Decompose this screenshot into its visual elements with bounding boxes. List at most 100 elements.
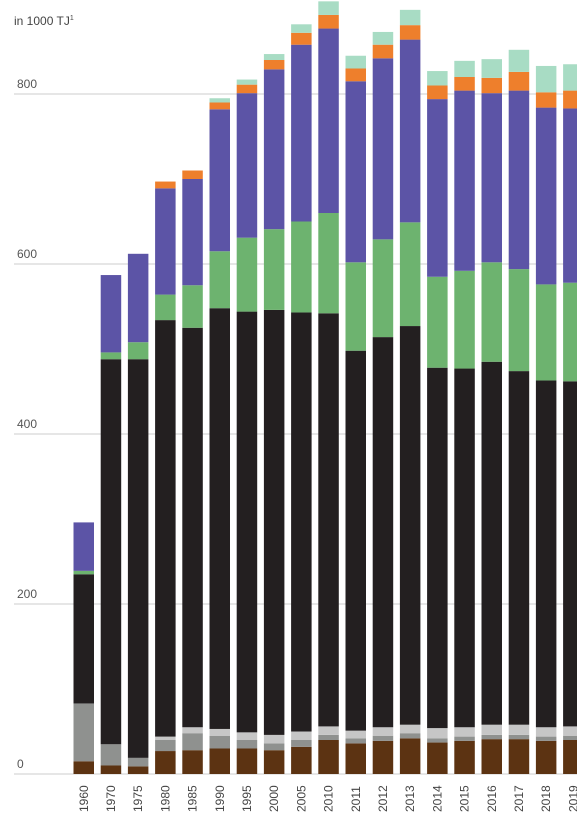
bar-segment-2014-s2 [427,728,448,738]
bar-segment-1995-s5 [237,93,258,238]
bar-segment-1975-s0 [128,766,148,774]
bar-segment-2018-s1 [536,737,557,741]
bar-segment-2014-s5 [427,99,448,277]
bar-segment-2005-s4 [291,222,312,313]
bar-segment-2018-s0 [536,741,557,774]
bar-segment-2013-s2 [400,725,421,734]
bar-segment-2019-s6 [563,91,577,109]
bar-segment-1960-s1 [74,703,95,761]
bar-segment-2016-s5 [482,93,503,262]
bar-segment-2012-s1 [373,736,394,741]
bar-segment-2012-s3 [373,337,394,727]
bar-segment-1995-s0 [237,749,258,775]
bar-segment-2017-s5 [509,91,530,270]
bar-segment-2015-s1 [454,737,475,741]
x-tick-label-2005: 2005 [294,785,308,812]
bar-segment-2011-s2 [346,731,367,739]
bar-segment-2018-s7 [536,66,557,92]
bar-segment-2018-s4 [536,284,557,380]
bar-segment-1985-s3 [182,328,203,728]
bar-segment-1985-s6 [182,171,203,180]
bar-segment-2000-s0 [264,750,285,774]
bar-segment-1990-s7 [210,98,231,102]
bar-segment-2018-s5 [536,108,557,285]
x-tick-label-1985: 1985 [186,785,200,812]
bar-segment-2000-s2 [264,735,285,744]
bar-segment-2013-s6 [400,25,421,39]
bar-segment-2019-s1 [563,736,577,740]
bar-segment-1995-s7 [237,80,258,85]
bar-segment-2005-s2 [291,732,312,741]
bar-segment-2016-s7 [482,59,503,78]
bar-segment-2011-s1 [346,738,367,743]
x-tick-label-2016: 2016 [485,785,499,812]
bar-segment-2012-s2 [373,727,394,736]
bar-segment-2017-s3 [509,371,530,725]
bar-segment-2016-s4 [482,262,503,361]
bar-segment-1980-s0 [155,751,176,774]
bar-segment-1990-s3 [210,308,231,729]
bar-segment-1980-s5 [155,188,176,294]
x-tick-label-2018: 2018 [539,785,553,812]
bar-segment-1975-s5 [128,254,148,342]
bar-segment-2014-s3 [427,368,448,728]
bar-segment-2011-s7 [346,56,367,69]
bar-segment-1995-s3 [237,312,258,733]
bar-segment-1960-s5 [74,522,95,570]
y-tick-label-600: 600 [17,247,37,261]
bar-segment-2014-s7 [427,71,448,85]
bar-segment-1975-s4 [128,342,148,359]
bar-segment-1960-s0 [74,761,95,774]
bar-segment-2019-s4 [563,283,577,382]
bar-segment-2005-s6 [291,33,312,45]
bar-segment-1995-s1 [237,740,258,749]
bar-segment-2000-s7 [264,54,285,60]
bar-segment-2000-s4 [264,229,285,310]
bar-segment-2012-s4 [373,239,394,337]
bar-segment-2010-s1 [318,735,339,740]
bar-segment-2018-s2 [536,727,557,736]
bar-segment-2015-s7 [454,61,475,77]
bar-segment-2000-s6 [264,60,285,69]
x-tick-label-2013: 2013 [403,785,417,812]
bars [74,1,577,774]
bar-segment-1970-s4 [101,352,122,359]
y-tick-label-800: 800 [17,77,37,91]
bar-segment-2017-s0 [509,739,530,774]
bar-segment-2018-s6 [536,92,557,107]
bar-segment-1960-s3 [74,574,95,703]
bar-segment-2017-s2 [509,725,530,735]
bar-segment-2011-s6 [346,69,367,82]
bar-segment-2013-s1 [400,733,421,738]
bar-segment-2005-s3 [291,312,312,731]
x-tick-label-2019: 2019 [566,785,577,812]
bar-segment-1990-s5 [210,109,231,251]
bar-segment-2015-s3 [454,369,475,728]
bar-segment-2011-s5 [346,81,367,262]
bar-segment-1975-s3 [128,359,148,758]
bar-segment-1970-s3 [101,359,122,744]
bar-segment-1980-s2 [155,737,176,740]
bar-segment-1980-s4 [155,295,176,321]
bar-segment-1995-s6 [237,85,258,94]
bar-segment-2005-s1 [291,740,312,747]
y-tick-label-200: 200 [17,587,37,601]
bar-segment-2017-s1 [509,735,530,739]
bar-segment-2016-s3 [482,362,503,725]
bar-segment-2014-s1 [427,738,448,742]
bar-segment-2019-s3 [563,381,577,726]
bar-segment-2011-s0 [346,743,367,774]
bar-segment-2005-s5 [291,45,312,222]
bar-segment-2015-s2 [454,727,475,736]
bar-segment-2000-s1 [264,743,285,750]
x-tick-label-2014: 2014 [430,785,444,812]
bar-segment-2013-s7 [400,10,421,25]
bar-segment-2019-s5 [563,108,577,282]
x-tick-label-2017: 2017 [512,785,526,812]
bar-segment-2015-s4 [454,271,475,369]
bar-segment-2005-s7 [291,24,312,33]
bar-segment-2011-s4 [346,262,367,350]
bar-segment-2000-s3 [264,310,285,735]
x-tick-label-1970: 1970 [104,785,118,812]
